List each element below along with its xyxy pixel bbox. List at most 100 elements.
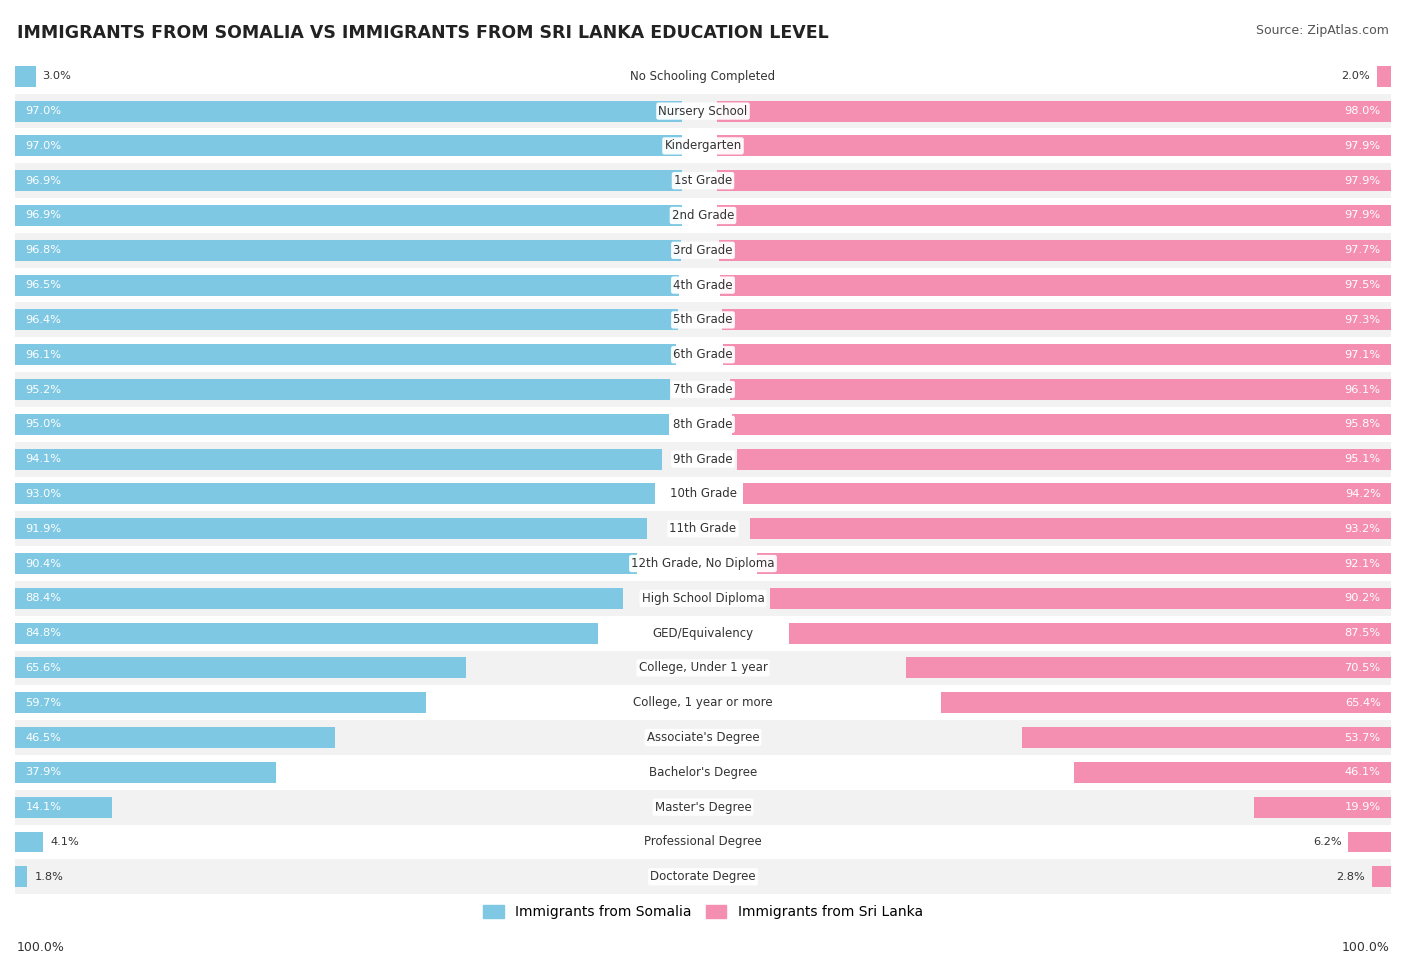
- Text: 10th Grade: 10th Grade: [669, 488, 737, 500]
- Bar: [15, 727, 335, 748]
- Text: 91.9%: 91.9%: [25, 524, 62, 533]
- Text: 2.8%: 2.8%: [1336, 872, 1365, 881]
- Bar: [15, 484, 655, 504]
- Bar: [1372, 867, 1391, 887]
- Text: 95.2%: 95.2%: [25, 384, 62, 395]
- Bar: [742, 484, 1391, 504]
- Text: 70.5%: 70.5%: [1344, 663, 1381, 673]
- Text: 88.4%: 88.4%: [25, 594, 62, 604]
- Bar: [15, 553, 637, 574]
- Text: 11th Grade: 11th Grade: [669, 523, 737, 535]
- Bar: [15, 337, 1391, 372]
- Text: 3.0%: 3.0%: [42, 71, 72, 81]
- Text: 94.2%: 94.2%: [1344, 488, 1381, 499]
- Bar: [15, 448, 662, 470]
- Text: Master's Degree: Master's Degree: [655, 800, 751, 814]
- Bar: [15, 379, 671, 400]
- Text: 97.9%: 97.9%: [1344, 211, 1381, 220]
- Text: 6th Grade: 6th Grade: [673, 348, 733, 361]
- Text: 96.9%: 96.9%: [25, 211, 62, 220]
- Bar: [15, 657, 467, 679]
- Text: 95.0%: 95.0%: [25, 419, 62, 429]
- Text: College, 1 year or more: College, 1 year or more: [633, 696, 773, 709]
- Bar: [15, 344, 676, 366]
- Bar: [15, 240, 681, 260]
- Text: 96.5%: 96.5%: [25, 280, 62, 291]
- Text: 93.0%: 93.0%: [25, 488, 62, 499]
- Text: 95.8%: 95.8%: [1344, 419, 1381, 429]
- Bar: [721, 309, 1391, 331]
- Text: 5th Grade: 5th Grade: [673, 313, 733, 327]
- Text: 65.6%: 65.6%: [25, 663, 62, 673]
- Bar: [15, 413, 669, 435]
- Text: 97.5%: 97.5%: [1344, 280, 1381, 291]
- Bar: [15, 198, 1391, 233]
- Text: IMMIGRANTS FROM SOMALIA VS IMMIGRANTS FROM SRI LANKA EDUCATION LEVEL: IMMIGRANTS FROM SOMALIA VS IMMIGRANTS FR…: [17, 24, 828, 42]
- Bar: [15, 616, 1391, 650]
- Bar: [717, 171, 1391, 191]
- Bar: [15, 442, 1391, 477]
- Text: 37.9%: 37.9%: [25, 767, 62, 777]
- Text: 1st Grade: 1st Grade: [673, 175, 733, 187]
- Bar: [15, 268, 1391, 302]
- Bar: [15, 407, 1391, 442]
- Bar: [15, 761, 276, 783]
- Text: 96.1%: 96.1%: [1344, 384, 1381, 395]
- Text: 2.0%: 2.0%: [1341, 71, 1371, 81]
- Bar: [15, 136, 682, 156]
- Text: 84.8%: 84.8%: [25, 628, 62, 638]
- Text: 96.4%: 96.4%: [25, 315, 62, 325]
- Text: 1.8%: 1.8%: [34, 872, 63, 881]
- Bar: [941, 692, 1391, 713]
- Bar: [730, 379, 1391, 400]
- Bar: [789, 623, 1391, 644]
- Bar: [15, 129, 1391, 163]
- Bar: [15, 372, 1391, 407]
- Bar: [15, 790, 1391, 825]
- Bar: [15, 588, 623, 608]
- Bar: [15, 477, 1391, 511]
- Bar: [733, 413, 1391, 435]
- Text: Nursery School: Nursery School: [658, 104, 748, 118]
- Bar: [1022, 727, 1391, 748]
- Bar: [758, 553, 1391, 574]
- Bar: [15, 100, 682, 122]
- Bar: [15, 205, 682, 226]
- Text: 96.9%: 96.9%: [25, 176, 62, 185]
- Text: No Schooling Completed: No Schooling Completed: [630, 70, 776, 83]
- Text: Source: ZipAtlas.com: Source: ZipAtlas.com: [1256, 24, 1389, 37]
- Text: 46.5%: 46.5%: [25, 732, 62, 743]
- Bar: [15, 650, 1391, 685]
- Text: 92.1%: 92.1%: [1344, 559, 1381, 568]
- Bar: [15, 685, 1391, 721]
- Bar: [717, 100, 1391, 122]
- Bar: [718, 240, 1391, 260]
- Text: 2nd Grade: 2nd Grade: [672, 209, 734, 222]
- Text: 90.2%: 90.2%: [1344, 594, 1381, 604]
- Bar: [15, 623, 599, 644]
- Text: 96.1%: 96.1%: [25, 350, 62, 360]
- Text: 100.0%: 100.0%: [17, 941, 65, 954]
- Bar: [15, 755, 1391, 790]
- Text: 3rd Grade: 3rd Grade: [673, 244, 733, 256]
- Bar: [770, 588, 1391, 608]
- Text: 8th Grade: 8th Grade: [673, 418, 733, 431]
- Bar: [15, 511, 1391, 546]
- Bar: [1254, 797, 1391, 818]
- Bar: [15, 519, 647, 539]
- Text: 100.0%: 100.0%: [1341, 941, 1389, 954]
- Text: 7th Grade: 7th Grade: [673, 383, 733, 396]
- Text: High School Diploma: High School Diploma: [641, 592, 765, 604]
- Text: 6.2%: 6.2%: [1313, 837, 1341, 847]
- Bar: [15, 233, 1391, 268]
- Text: 9th Grade: 9th Grade: [673, 452, 733, 466]
- Bar: [15, 58, 1391, 94]
- Text: 98.0%: 98.0%: [1344, 106, 1381, 116]
- Text: GED/Equivalency: GED/Equivalency: [652, 627, 754, 640]
- Text: 90.4%: 90.4%: [25, 559, 62, 568]
- Text: 19.9%: 19.9%: [1344, 802, 1381, 812]
- Bar: [737, 448, 1391, 470]
- Text: College, Under 1 year: College, Under 1 year: [638, 661, 768, 675]
- Bar: [15, 581, 1391, 616]
- Bar: [15, 797, 112, 818]
